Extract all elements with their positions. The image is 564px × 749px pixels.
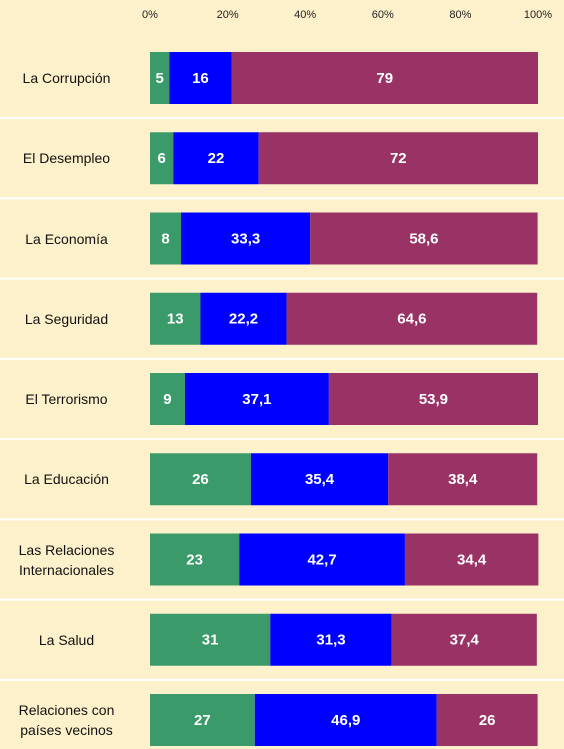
value-label: 38,4 xyxy=(448,471,478,488)
category-label: La Economía xyxy=(25,230,108,247)
value-label: 37,1 xyxy=(242,391,271,408)
bar-segment xyxy=(150,694,255,746)
category-label: El Desempleo xyxy=(22,150,111,167)
bar-segment xyxy=(328,373,538,425)
value-label: 16 xyxy=(192,70,209,87)
value-label: 5 xyxy=(156,70,164,87)
value-label: 31,3 xyxy=(316,632,345,649)
value-label: 22,2 xyxy=(229,311,258,328)
value-label: 72 xyxy=(390,150,407,167)
value-label: 64,6 xyxy=(397,311,426,328)
bar-segment xyxy=(231,52,539,104)
bar-segment xyxy=(200,292,287,345)
value-label: 37,4 xyxy=(450,632,480,649)
category-label: Las Relaciones Internacionales xyxy=(18,541,115,578)
value-label: 34,4 xyxy=(457,551,487,568)
category-label: La Salud xyxy=(38,631,95,648)
bar-segment xyxy=(258,132,538,185)
value-label: 53,9 xyxy=(419,391,448,408)
value-label: 26 xyxy=(192,471,209,488)
bar-segment xyxy=(391,613,537,666)
value-label: 58,6 xyxy=(409,230,438,247)
bar-segment xyxy=(150,52,170,104)
category-label: La Educación xyxy=(24,471,109,488)
bar-segment xyxy=(150,533,240,586)
bar-segment xyxy=(286,292,538,345)
bar-segment xyxy=(404,533,539,586)
bar-segment xyxy=(181,212,311,265)
bar-segment xyxy=(250,453,389,506)
category-label: La Seguridad xyxy=(24,310,109,327)
value-label: 9 xyxy=(163,391,171,408)
value-label: 79 xyxy=(376,70,393,87)
bar-segment xyxy=(239,533,405,586)
bar-segment xyxy=(169,52,232,104)
value-label: 35,4 xyxy=(305,471,335,488)
bar-segment xyxy=(436,694,538,746)
value-label: 6 xyxy=(157,150,165,167)
x-tick-label: 20% xyxy=(217,9,239,21)
value-label: 31 xyxy=(202,632,219,649)
value-label: 22 xyxy=(208,150,225,167)
category-label: Relaciones con países vecinos xyxy=(18,702,115,738)
bar-segment xyxy=(150,373,185,425)
value-label: 46,9 xyxy=(331,712,360,729)
bar-segment xyxy=(184,373,329,425)
bar-segment xyxy=(150,613,271,666)
bar-segment xyxy=(270,613,392,666)
value-label: 27 xyxy=(194,712,211,729)
value-label: 26 xyxy=(479,712,496,729)
bar-segment xyxy=(150,292,201,345)
bar-segment xyxy=(310,212,538,265)
x-tick-label: 100% xyxy=(524,9,552,21)
value-label: 13 xyxy=(167,311,184,328)
value-label: 42,7 xyxy=(307,551,336,568)
x-tick-label: 80% xyxy=(449,9,471,21)
bar-segment xyxy=(388,453,538,506)
category-label: El Terrorismo xyxy=(25,391,108,407)
value-label: 8 xyxy=(161,230,169,247)
bar-segment xyxy=(173,132,259,185)
x-tick-label: 60% xyxy=(372,9,394,21)
value-label: 23 xyxy=(186,551,203,568)
bar-segment xyxy=(150,453,251,506)
value-label: 33,3 xyxy=(231,230,260,247)
bar-segment xyxy=(254,694,437,746)
category-label: La Corrupción xyxy=(22,70,111,86)
bar-segment xyxy=(150,132,174,185)
x-tick-label: 0% xyxy=(142,9,158,21)
x-tick-label: 40% xyxy=(294,9,316,21)
bar-segment xyxy=(150,212,182,265)
